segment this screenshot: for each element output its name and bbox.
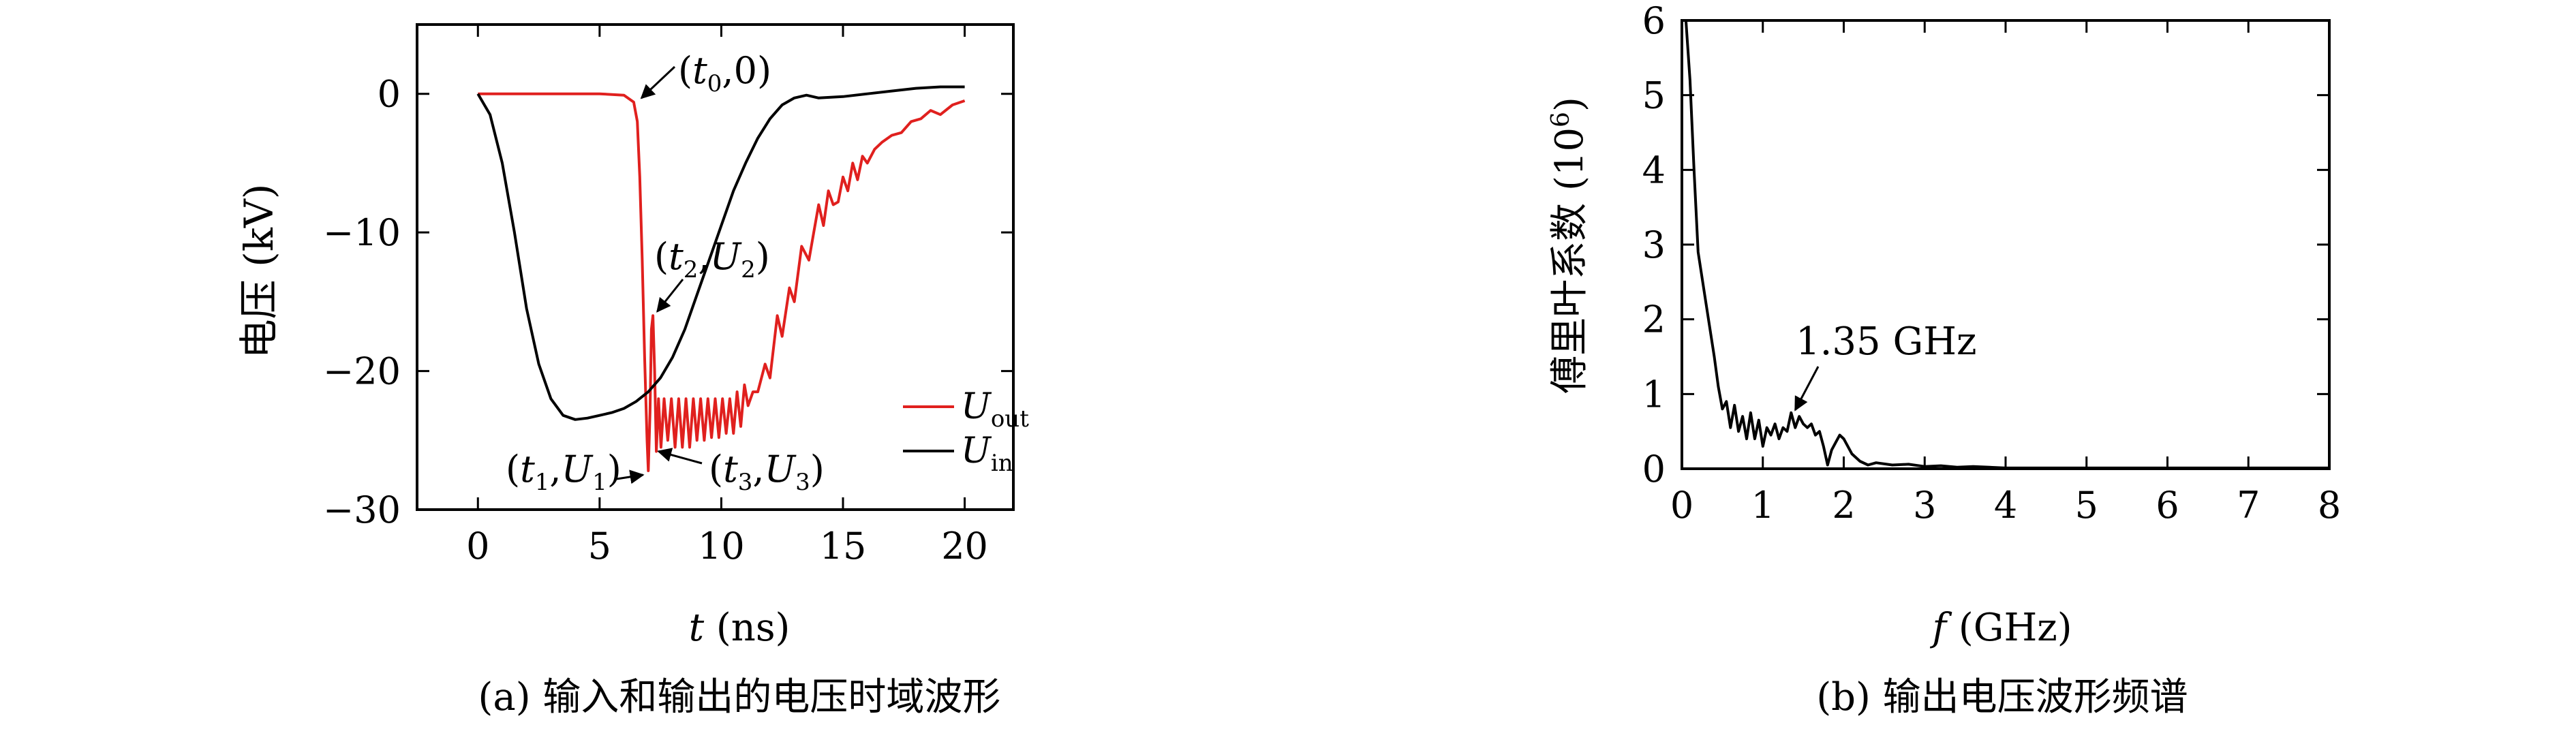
tick-marks-a: [417, 25, 1013, 511]
legend-a: Uout Uin: [903, 386, 1029, 477]
y-tick-labels-b: 0 1 2 3 4 5 6: [1642, 0, 1666, 491]
series-lines-a: [476, 85, 966, 472]
y-tick-label: 0: [1642, 448, 1666, 491]
series-line-u-in: [476, 85, 965, 421]
x-axis-label-a: t (ns): [689, 606, 791, 650]
x-tick-label: 5: [2075, 484, 2098, 527]
y-tick-label: 4: [1642, 149, 1666, 191]
x-tick-label: 5: [588, 525, 611, 568]
series-line-0: [1684, 20, 2329, 469]
x-tick-label: 8: [2318, 484, 2341, 527]
x-tick-label: 0: [466, 525, 489, 568]
panel-a-chart: 0 5 10 15 20 0 −10 −20 −30 (t0,0) (t2,U2) (t1,U1)…: [236, 23, 1029, 719]
y-tick-label: −30: [323, 488, 401, 531]
x-tick-label: 6: [2156, 484, 2179, 527]
annotations-a: (t0,0) (t2,U2) (t1,U1) (t3,U3): [506, 49, 825, 496]
x-tick-label: 0: [1670, 484, 1693, 527]
plot-area-b: [1681, 19, 2331, 470]
y-tick-label: 3: [1642, 223, 1666, 266]
x-tick-labels-b: 0 1 2 3 4 5 6 7 8: [1670, 484, 2341, 527]
annotation-arrow-t0: [640, 65, 676, 99]
x-tick-label: 7: [2237, 484, 2260, 527]
x-tick-label: 4: [1994, 484, 2017, 527]
series-lines-b: [1684, 20, 2329, 469]
x-tick-label: 20: [941, 525, 988, 568]
y-tick-label: 1: [1642, 373, 1666, 416]
panel-b-chart: 0 1 2 3 4 5 6 7 8 0 1 2 3 4 5 6 傅里叶系数 (106) f (GHz) 1.…: [1547, 0, 2341, 719]
x-tick-label: 10: [698, 525, 745, 568]
annotation-arrow-1-35-ghz: [1794, 366, 1820, 412]
annotation-arrow-t2: [656, 279, 684, 313]
y-tick-label: 6: [1642, 0, 1666, 42]
x-tick-label: 1: [1751, 484, 1775, 527]
y-axis-label-a: 电压 (kV): [236, 184, 282, 359]
plot-area-a: [416, 23, 1015, 511]
legend-label-out: Uout: [961, 386, 1029, 433]
annotation-label-t1: (t1,U1): [506, 448, 622, 496]
annotation-arrow-t3: [657, 448, 703, 465]
caption-b: (b) 输出电压波形频谱: [1816, 675, 2188, 719]
x-tick-labels-a: 0 5 10 15 20: [466, 525, 988, 568]
series-line-u-out: [478, 92, 966, 472]
caption-a: (a) 输入和输出的电压时域波形: [478, 675, 1001, 719]
legend-label-in: Uin: [961, 431, 1013, 477]
annotation-label-1-35-ghz: 1.35 GHz: [1796, 320, 1977, 364]
x-tick-label: 2: [1832, 484, 1855, 527]
y-tick-label: 0: [378, 73, 401, 116]
y-tick-label: 2: [1642, 298, 1666, 341]
y-tick-labels-a: 0 −10 −20 −30: [323, 73, 401, 531]
annotation-arrow-t1: [616, 469, 645, 484]
y-tick-label: 5: [1642, 74, 1666, 117]
x-axis-label-b: f (GHz): [1929, 606, 2072, 650]
x-tick-label: 3: [1913, 484, 1936, 527]
y-tick-label: −20: [323, 350, 401, 393]
y-axis-label-b: 傅里叶系数 (106): [1547, 97, 1592, 394]
annotation-label-t2: (t2,U2): [654, 235, 770, 283]
tick-marks-b: [1681, 19, 2331, 470]
annotation-label-t0: (t0,0): [678, 49, 771, 97]
y-tick-label: −10: [323, 211, 401, 254]
x-tick-label: 15: [820, 525, 867, 568]
annotation-label-t3: (t3,U3): [709, 448, 825, 496]
